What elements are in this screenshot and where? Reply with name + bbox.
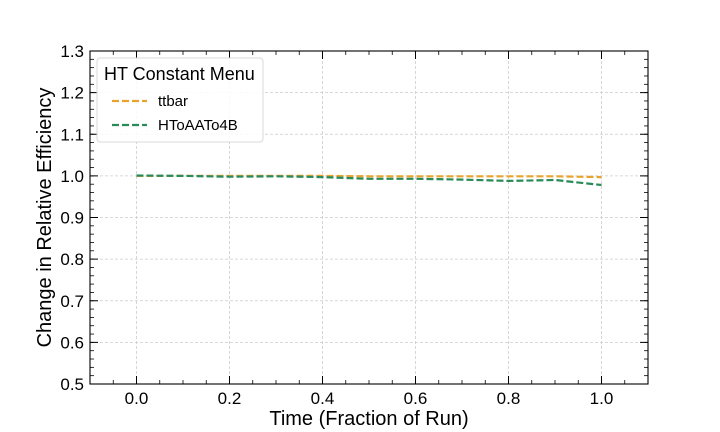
x-tick-label: 0.0	[125, 389, 149, 408]
y-tick-label: 1.3	[60, 42, 84, 61]
series-lines	[136, 174, 602, 187]
series-line-ttbar	[136, 174, 602, 179]
y-tick-label: 0.9	[60, 209, 84, 228]
x-axis-label: Time (Fraction of Run)	[269, 408, 468, 430]
legend-entry-label: ttbar	[158, 93, 188, 110]
y-tick-label: 0.6	[60, 333, 84, 352]
x-tick-label: 0.4	[311, 389, 335, 408]
y-tick-label: 1.1	[60, 125, 84, 144]
legend-box	[96, 57, 264, 143]
x-tick-label: 0.8	[497, 389, 521, 408]
series-line-htoaato4b	[136, 174, 602, 187]
plot-frame	[89, 50, 649, 385]
y-tick-label: 1.0	[60, 167, 84, 186]
x-tick-label: 0.2	[218, 389, 242, 408]
y-tick-label: 0.8	[60, 250, 84, 269]
x-tick-label: 1.0	[590, 389, 614, 408]
x-tick-labels: 0.0 0.2 0.4 0.6 0.8 1.0	[125, 389, 614, 408]
y-tick-labels: 0.5 0.6 0.7 0.8 0.9 1.0 1.1 1.2 1.3	[60, 42, 84, 394]
x-tick-label: 0.6	[404, 389, 428, 408]
legend: HT Constant Menu ttbar HToAATo4B	[96, 57, 264, 143]
legend-entries: ttbar HToAATo4B	[112, 93, 238, 134]
y-tick-label: 0.7	[60, 292, 84, 311]
y-tick-label: 1.2	[60, 84, 84, 103]
minor-ticks	[89, 50, 649, 385]
legend-entry-label: HToAATo4B	[158, 117, 238, 134]
y-axis-label: Change in Relative Efficiency	[34, 88, 56, 348]
legend-title: HT Constant Menu	[104, 64, 255, 84]
y-tick-label: 0.5	[60, 375, 84, 394]
